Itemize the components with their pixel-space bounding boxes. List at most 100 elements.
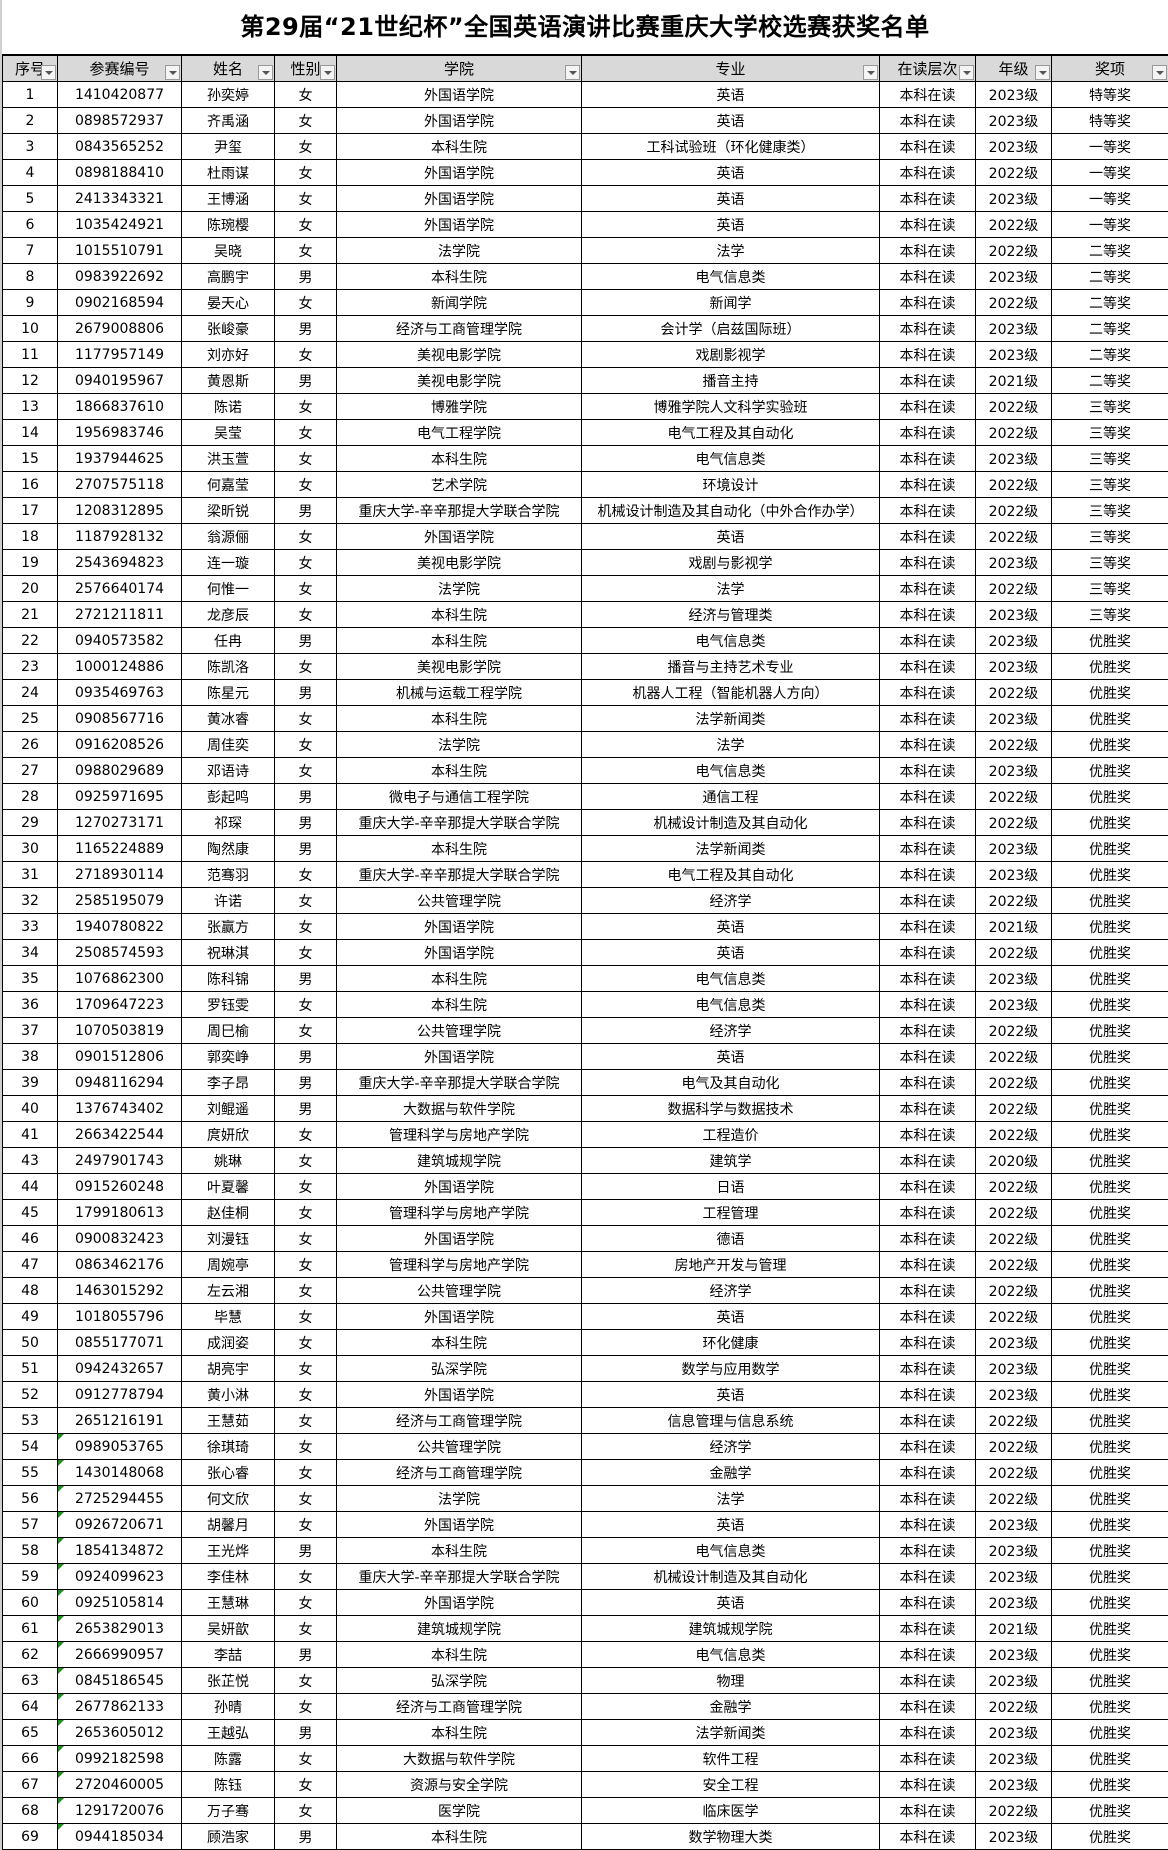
cell-name[interactable]: 周婉亭: [182, 1252, 275, 1278]
cell-study-level[interactable]: 本科在读: [880, 1538, 976, 1564]
cell-seq[interactable]: 61: [3, 1616, 58, 1642]
cell-award[interactable]: 优胜奖: [1052, 1772, 1168, 1798]
cell-seq[interactable]: 31: [3, 862, 58, 888]
cell-gender[interactable]: 男: [275, 680, 337, 706]
cell-gender[interactable]: 男: [275, 836, 337, 862]
cell-award[interactable]: 优胜奖: [1052, 1824, 1168, 1850]
cell-grade[interactable]: 2022级: [976, 1044, 1052, 1070]
cell-college[interactable]: 重庆大学-辛辛那提大学联合学院: [337, 810, 582, 836]
cell-name[interactable]: 祁琛: [182, 810, 275, 836]
cell-name[interactable]: 齐禹涵: [182, 108, 275, 134]
cell-study-level[interactable]: 本科在读: [880, 108, 976, 134]
cell-college[interactable]: 管理科学与房地产学院: [337, 1252, 582, 1278]
cell-name[interactable]: 龙彦辰: [182, 602, 275, 628]
cell-seq[interactable]: 27: [3, 758, 58, 784]
cell-study-level[interactable]: 本科在读: [880, 1694, 976, 1720]
cell-seq[interactable]: 5: [3, 186, 58, 212]
cell-seq[interactable]: 38: [3, 1044, 58, 1070]
cell-grade[interactable]: 2023级: [976, 550, 1052, 576]
cell-name[interactable]: 许诺: [182, 888, 275, 914]
cell-award[interactable]: 一等奖: [1052, 212, 1168, 238]
cell-study-level[interactable]: 本科在读: [880, 1746, 976, 1772]
cell-entry-id[interactable]: 0940195967: [58, 368, 182, 394]
cell-entry-id[interactable]: 0944185034: [58, 1824, 182, 1850]
cell-entry-id[interactable]: 0940573582: [58, 628, 182, 654]
cell-entry-id[interactable]: 0912778794: [58, 1382, 182, 1408]
cell-award[interactable]: 优胜奖: [1052, 1070, 1168, 1096]
cell-major[interactable]: 英语: [582, 82, 880, 108]
cell-major[interactable]: 英语: [582, 1382, 880, 1408]
cell-award[interactable]: 三等奖: [1052, 602, 1168, 628]
cell-gender[interactable]: 女: [275, 1122, 337, 1148]
cell-seq[interactable]: 15: [3, 446, 58, 472]
cell-major[interactable]: 会计学（启兹国际班）: [582, 316, 880, 342]
cell-entry-id[interactable]: 0901512806: [58, 1044, 182, 1070]
cell-seq[interactable]: 65: [3, 1720, 58, 1746]
cell-name[interactable]: 胡亮宇: [182, 1356, 275, 1382]
cell-gender[interactable]: 女: [275, 1200, 337, 1226]
cell-award[interactable]: 优胜奖: [1052, 1408, 1168, 1434]
cell-entry-id[interactable]: 1940780822: [58, 914, 182, 940]
cell-study-level[interactable]: 本科在读: [880, 1382, 976, 1408]
cell-college[interactable]: 管理科学与房地产学院: [337, 1122, 582, 1148]
cell-gender[interactable]: 男: [275, 784, 337, 810]
cell-entry-id[interactable]: 1000124886: [58, 654, 182, 680]
dropdown-filter-icon[interactable]: [258, 65, 273, 80]
cell-study-level[interactable]: 本科在读: [880, 758, 976, 784]
cell-gender[interactable]: 女: [275, 420, 337, 446]
cell-major[interactable]: 电气信息类: [582, 1642, 880, 1668]
dropdown-filter-icon[interactable]: [959, 65, 974, 80]
cell-study-level[interactable]: 本科在读: [880, 186, 976, 212]
cell-gender[interactable]: 女: [275, 82, 337, 108]
cell-grade[interactable]: 2022级: [976, 810, 1052, 836]
cell-entry-id[interactable]: 2543694823: [58, 550, 182, 576]
cell-award[interactable]: 二等奖: [1052, 290, 1168, 316]
cell-award[interactable]: 二等奖: [1052, 342, 1168, 368]
cell-name[interactable]: 陈凯洛: [182, 654, 275, 680]
cell-award[interactable]: 优胜奖: [1052, 1044, 1168, 1070]
cell-award[interactable]: 优胜奖: [1052, 1642, 1168, 1668]
cell-college[interactable]: 大数据与软件学院: [337, 1096, 582, 1122]
cell-gender[interactable]: 女: [275, 992, 337, 1018]
cell-study-level[interactable]: 本科在读: [880, 732, 976, 758]
cell-award[interactable]: 优胜奖: [1052, 1356, 1168, 1382]
cell-college[interactable]: 外国语学院: [337, 1174, 582, 1200]
cell-college[interactable]: 外国语学院: [337, 1382, 582, 1408]
cell-major[interactable]: 法学: [582, 732, 880, 758]
cell-seq[interactable]: 68: [3, 1798, 58, 1824]
cell-award[interactable]: 优胜奖: [1052, 1226, 1168, 1252]
cell-entry-id[interactable]: 2666990957: [58, 1642, 182, 1668]
cell-award[interactable]: 三等奖: [1052, 420, 1168, 446]
cell-name[interactable]: 徐琪琦: [182, 1434, 275, 1460]
cell-gender[interactable]: 女: [275, 732, 337, 758]
cell-college[interactable]: 外国语学院: [337, 82, 582, 108]
cell-gender[interactable]: 男: [275, 1070, 337, 1096]
cell-major[interactable]: 英语: [582, 108, 880, 134]
cell-gender[interactable]: 男: [275, 1642, 337, 1668]
cell-name[interactable]: 黄冰睿: [182, 706, 275, 732]
cell-gender[interactable]: 女: [275, 238, 337, 264]
cell-college[interactable]: 外国语学院: [337, 1512, 582, 1538]
cell-grade[interactable]: 2022级: [976, 576, 1052, 602]
cell-gender[interactable]: 女: [275, 342, 337, 368]
cell-seq[interactable]: 6: [3, 212, 58, 238]
cell-major[interactable]: 英语: [582, 186, 880, 212]
cell-college[interactable]: 本科生院: [337, 628, 582, 654]
cell-entry-id[interactable]: 0843565252: [58, 134, 182, 160]
cell-name[interactable]: 孙奕婷: [182, 82, 275, 108]
cell-award[interactable]: 优胜奖: [1052, 1096, 1168, 1122]
cell-study-level[interactable]: 本科在读: [880, 550, 976, 576]
cell-study-level[interactable]: 本科在读: [880, 1408, 976, 1434]
cell-study-level[interactable]: 本科在读: [880, 472, 976, 498]
cell-award[interactable]: 三等奖: [1052, 394, 1168, 420]
cell-seq[interactable]: 63: [3, 1668, 58, 1694]
cell-college[interactable]: 公共管理学院: [337, 1018, 582, 1044]
cell-seq[interactable]: 56: [3, 1486, 58, 1512]
cell-gender[interactable]: 女: [275, 1330, 337, 1356]
cell-gender[interactable]: 女: [275, 290, 337, 316]
cell-name[interactable]: 李喆: [182, 1642, 275, 1668]
cell-entry-id[interactable]: 2497901743: [58, 1148, 182, 1174]
cell-gender[interactable]: 女: [275, 914, 337, 940]
cell-major[interactable]: 电气信息类: [582, 1538, 880, 1564]
cell-entry-id[interactable]: 0925971695: [58, 784, 182, 810]
